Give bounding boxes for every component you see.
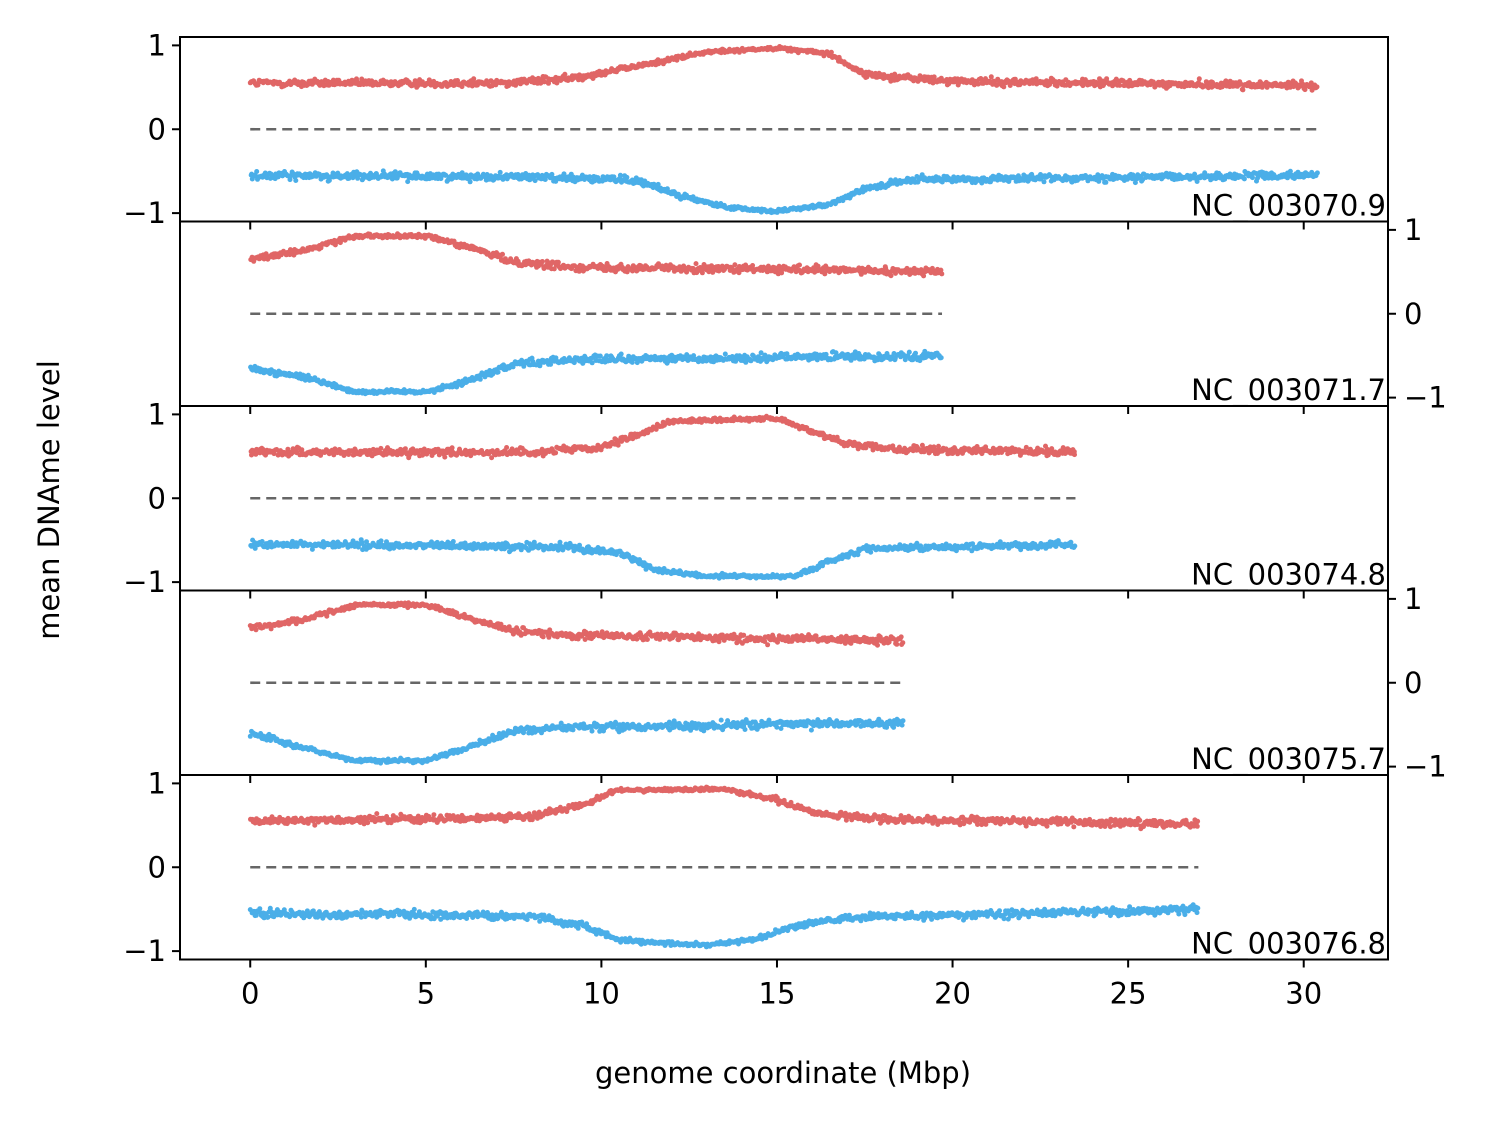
data-point-positive: [939, 271, 945, 277]
data-point-positive: [732, 262, 738, 268]
data-point-positive: [1072, 452, 1077, 458]
data-point-positive: [455, 78, 460, 83]
data-point-negative: [497, 169, 503, 175]
data-point-positive: [504, 445, 510, 450]
data-point-positive: [1033, 76, 1039, 82]
data-point-negative: [254, 169, 260, 174]
data-point-negative: [906, 349, 912, 355]
data-point-positive: [988, 74, 994, 80]
data-point-negative: [1103, 179, 1109, 185]
data-point-negative: [913, 350, 918, 356]
data-point-positive: [892, 71, 898, 77]
data-point-positive: [500, 251, 505, 257]
data-point-positive: [369, 78, 375, 84]
data-point-positive: [378, 445, 384, 451]
data-point-positive: [562, 71, 568, 77]
data-point-negative: [293, 178, 299, 183]
data-point-positive: [554, 80, 560, 86]
data-point-positive: [975, 81, 981, 87]
data-point-positive: [471, 76, 477, 82]
data-point-positive: [442, 454, 448, 460]
data-point-negative: [1041, 179, 1047, 185]
data-point-positive: [693, 261, 699, 267]
data-point-positive: [459, 84, 465, 90]
data-point-negative: [722, 351, 728, 357]
data-point-negative: [495, 369, 501, 375]
data-point-positive: [828, 49, 834, 55]
data-point-positive: [539, 259, 545, 264]
data-point-positive: [1117, 82, 1123, 88]
data-point-positive: [888, 273, 894, 279]
data-point-positive: [1240, 87, 1246, 93]
data-point-positive: [576, 77, 581, 83]
data-point-negative: [450, 539, 456, 544]
data-point-positive: [1196, 76, 1202, 82]
data-point-positive: [797, 262, 802, 268]
data-point-positive: [1314, 84, 1320, 90]
data-point-positive: [1001, 84, 1007, 90]
data-point-negative: [378, 538, 384, 544]
data-point-negative: [624, 174, 630, 180]
data-point-negative: [467, 179, 473, 185]
data-point-negative: [1241, 176, 1247, 182]
data-point-positive: [555, 259, 561, 265]
data-point-negative: [1250, 175, 1255, 181]
scatter-points-layer: [247, 44, 1320, 950]
data-point-positive: [553, 450, 559, 456]
data-point-positive: [931, 74, 937, 80]
data-point-negative: [1314, 170, 1320, 176]
data-point-negative: [938, 355, 944, 361]
data-point-negative: [618, 351, 624, 357]
